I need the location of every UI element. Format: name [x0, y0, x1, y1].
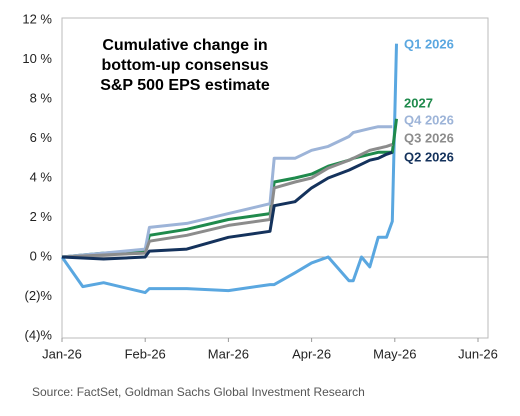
chart-title-line: bottom-up consensus: [101, 57, 268, 74]
series-line: [61, 142, 393, 259]
chart-title-line: Cumulative change in: [102, 37, 267, 54]
plot-frame: [61, 17, 489, 339]
y-tick-label: 12 %: [22, 11, 52, 26]
series-label: Q4 2026: [404, 112, 454, 127]
series-label: Q1 2026: [404, 36, 454, 51]
y-tick-label: (4)%: [25, 327, 53, 342]
x-tick-label: Apr-26: [292, 346, 331, 361]
y-tick-label: (2)%: [25, 288, 53, 303]
chart-title-line: S&P 500 EPS estimate: [100, 77, 270, 94]
series-line: [61, 150, 393, 261]
x-tick-label: Mar-26: [208, 346, 249, 361]
y-tick-label: 0 %: [30, 248, 53, 263]
series-label: Q2 2026: [404, 149, 454, 164]
x-tick-label: May-26: [373, 346, 416, 361]
y-tick-label: 10 %: [22, 51, 52, 66]
y-tick-label: 4 %: [30, 169, 53, 184]
source-note: Source: FactSet, Goldman Sachs Global In…: [32, 385, 365, 399]
x-tick-label: Jan-26: [42, 346, 82, 361]
x-tick-label: Jun-26: [458, 346, 498, 361]
series-label: Q3 2026: [404, 130, 454, 145]
series-label: 2027: [404, 95, 433, 110]
x-tick-label: Feb-26: [125, 346, 166, 361]
y-tick-label: 8 %: [30, 90, 53, 105]
y-tick-label: 2 %: [30, 209, 53, 224]
series-line: [60, 43, 398, 295]
y-tick-label: 6 %: [30, 130, 53, 145]
